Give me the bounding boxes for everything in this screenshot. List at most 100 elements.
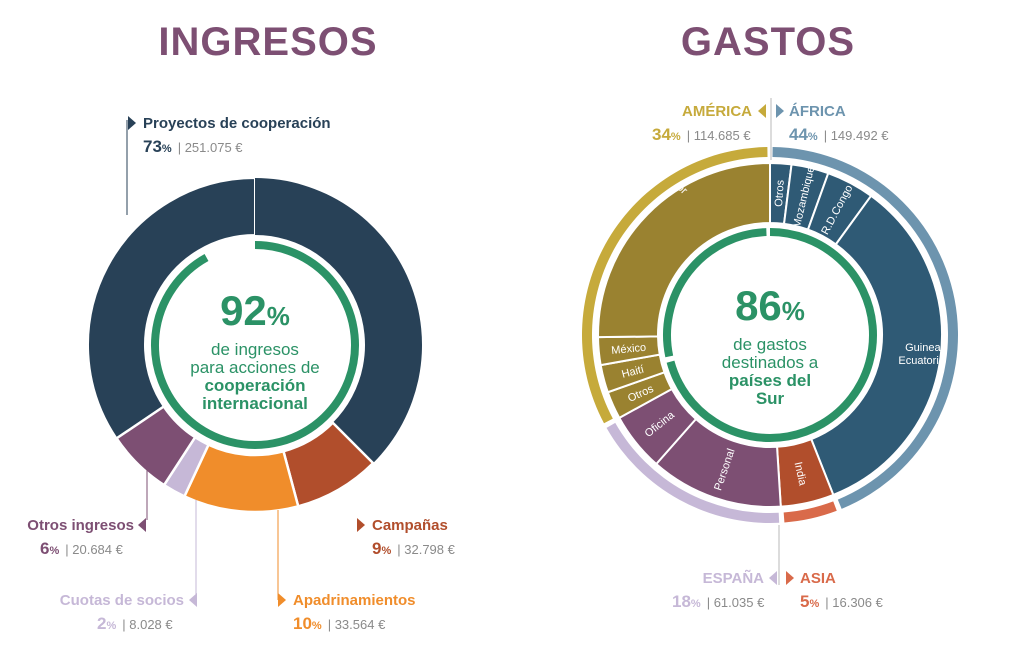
apadrinamientos-arrow-icon (278, 593, 286, 607)
asia-percent-sign: % (809, 598, 819, 610)
proyectos-arrow-icon (128, 116, 136, 130)
cuotas-separator: | (122, 617, 129, 632)
apadrinamientos-name: Apadrinamientos (293, 592, 416, 609)
asia-name: ASIA (800, 570, 836, 587)
asia-label: ASIA 5% | 16.306 € (786, 570, 884, 611)
apadrinamientos-amount: 33.564 € (335, 617, 386, 632)
ingresos-center-bold-line: cooperación (204, 376, 305, 395)
america-arrow-icon (758, 104, 766, 118)
region-ring-españa (606, 422, 780, 523)
region-ring-asia (783, 501, 837, 523)
ingresos-center-bold-line: internacional (202, 394, 308, 413)
ingresos-center-line: de ingresos (211, 340, 299, 359)
otros-ingresos-label: Otros ingresos 6% | 20.684 € (27, 517, 146, 558)
proyectos-amount: 251.075 € (185, 140, 244, 155)
africa-amount: 149.492 € (831, 128, 890, 143)
asia-arrow-icon (786, 571, 794, 585)
gastos-progress-ring-end (663, 228, 767, 358)
america-values: 34% | 114.685 € (652, 125, 751, 144)
segment-el-salvador (597, 161, 771, 339)
america-label: AMÉRICA 34% | 114.685 € (652, 103, 766, 144)
ingresos-title: INGRESOS (158, 20, 377, 64)
region-ring-américa (582, 147, 768, 424)
espana-values: 18% | 61.035 € (672, 592, 765, 611)
espana-separator: | (707, 595, 714, 610)
proyectos-percent-sign: % (162, 143, 172, 155)
cuotas-values: 2% | 8.028 € (97, 614, 173, 633)
campanas-separator: | (397, 542, 404, 557)
ingresos-center-percent: 92% (220, 287, 290, 334)
africa-arrow-icon (776, 104, 784, 118)
slice-proyectos-de-cooperacion (87, 176, 256, 440)
otros-ingresos-arrow-icon (138, 518, 146, 532)
gastos-title: GASTOS (681, 20, 855, 64)
proyectos-values: 73% | 251.075 € (143, 137, 243, 156)
espana-arrow-icon (769, 571, 777, 585)
america-separator: | (687, 128, 694, 143)
gastos-center-bold-line: países del (729, 371, 811, 390)
gastos-progress-ring (666, 228, 877, 442)
africa-separator: | (824, 128, 831, 143)
gastos-center-line: de gastos (733, 335, 807, 354)
segment-label-hait-: Haití (620, 363, 645, 380)
campanas-name: Campañas (372, 517, 448, 534)
campanas-amount: 32.798 € (404, 542, 455, 557)
america-percent: 34 (652, 125, 671, 144)
cuotas-percent-sign: % (106, 620, 116, 632)
gastos-center-line: destinados a (722, 353, 819, 372)
espana-percent: 18 (672, 592, 691, 611)
gastos-labels: ÁFRICA 44% | 149.492 € AMÉRICA 34% | 114.685 … (652, 98, 889, 611)
cuotas-arrow-icon (189, 593, 197, 607)
campanas-values: 9% | 32.798 € (372, 539, 456, 558)
segment-label-guinea-ecuatorial: Guinea Ecuatorial (898, 342, 947, 367)
otros-ingresos-name: Otros ingresos (27, 517, 134, 534)
africa-name: ÁFRICA (789, 103, 846, 120)
otros-ingresos-percent-sign: % (49, 545, 59, 557)
america-name: AMÉRICA (682, 103, 752, 120)
cuotas-amount: 8.028 € (129, 617, 173, 632)
proyectos-name: Proyectos de cooperación (143, 115, 331, 132)
cuotas-percent: 2 (97, 614, 106, 633)
otros-ingresos-amount: 20.684 € (72, 542, 123, 557)
ingresos-progress-ring (151, 241, 359, 449)
proyectos-percent: 73 (143, 137, 162, 156)
apadrinamientos-separator: | (328, 617, 335, 632)
america-percent-sign: % (671, 131, 681, 143)
cuotas-label: Cuotas de socios 2% | 8.028 € (60, 592, 197, 633)
espana-amount: 61.035 € (714, 595, 765, 610)
slice-proyectos-de-cooperacion-cont (255, 178, 422, 464)
america-amount: 114.685 € (694, 128, 752, 143)
asia-values: 5% | 16.306 € (800, 592, 884, 611)
africa-percent: 44 (789, 125, 808, 144)
espana-name: ESPAÑA (703, 569, 765, 587)
campanas-arrow-icon (357, 518, 365, 532)
apadrinamientos-values: 10% | 33.564 € (293, 614, 386, 633)
asia-amount: 16.306 € (832, 595, 883, 610)
cuotas-name: Cuotas de socios (60, 592, 184, 609)
ingresos-center-line: para acciones de (190, 358, 319, 377)
segment-label-m-xico: México (611, 342, 647, 357)
otros-ingresos-percent: 6 (40, 539, 49, 558)
espana-label: ESPAÑA 18% | 61.035 € (672, 569, 777, 611)
africa-label: ÁFRICA 44% | 149.492 € (776, 103, 889, 144)
segment-label-india: India (792, 461, 809, 488)
campanas-percent: 9 (372, 539, 381, 558)
apadrinamientos-percent-sign: % (312, 620, 322, 632)
otros-ingresos-separator: | (65, 542, 72, 557)
africa-percent-sign: % (808, 131, 818, 143)
asia-percent: 5 (800, 592, 809, 611)
ingresos-labels: Proyectos de cooperación 73% | 251.075 € Ot… (27, 115, 455, 633)
campanas-percent-sign: % (381, 545, 391, 557)
gastos-center-bold-line: Sur (756, 389, 785, 408)
proyectos-separator: | (178, 140, 185, 155)
espana-percent-sign: % (691, 598, 701, 610)
campanas-label: Campañas 9% | 32.798 € (357, 517, 456, 558)
segment-label-otros: Otros (773, 179, 787, 207)
proyectos-label: Proyectos de cooperación 73% | 251.075 € (128, 115, 331, 156)
gastos-center-percent: 86% (735, 282, 805, 329)
africa-values: 44% | 149.492 € (789, 125, 889, 144)
asia-separator: | (825, 595, 832, 610)
